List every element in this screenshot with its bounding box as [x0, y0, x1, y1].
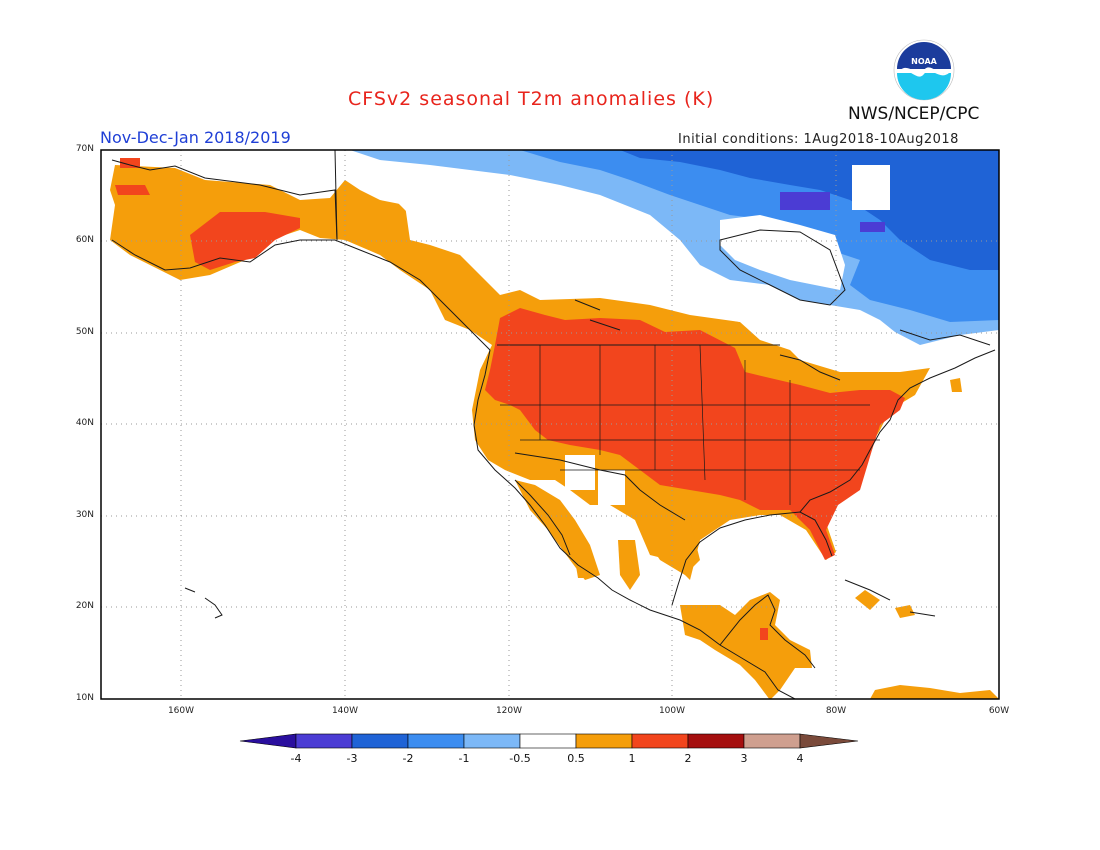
anomaly-field-hot	[115, 158, 905, 640]
lon-label: 160W	[167, 706, 195, 716]
initial-conditions: Initial conditions: 1Aug2018-10Aug2018	[678, 132, 959, 147]
colorbar-label: 2	[684, 752, 692, 765]
lat-label: 40N	[75, 418, 94, 428]
noaa-logo: NOAA	[893, 39, 955, 101]
forecast-period: Nov-Dec-Jan 2018/2019	[100, 128, 291, 147]
colorbar	[239, 733, 859, 749]
lon-label: 120W	[495, 706, 523, 716]
map-frame	[100, 149, 1000, 700]
colorbar-high-arrow	[799, 733, 859, 749]
lat-label: 60N	[75, 235, 94, 245]
state-borders	[500, 344, 880, 505]
colorbar-label: 4	[796, 752, 804, 765]
logo-text: NOAA	[911, 57, 937, 66]
colorbar-label: 3	[740, 752, 748, 765]
colorbar-label: 1	[628, 752, 636, 765]
lat-label: 20N	[75, 601, 94, 611]
lat-label: 30N	[75, 510, 94, 520]
lat-label: 50N	[75, 327, 94, 337]
colorbar-label: -3	[346, 752, 358, 765]
neutral-areas	[350, 165, 890, 505]
chart-title: CFSv2 seasonal T2m anomalies (K)	[348, 88, 715, 110]
colorbar-label: -0.5	[509, 752, 531, 765]
lon-label: 80W	[825, 706, 847, 716]
coastlines	[111, 150, 996, 699]
lon-label: 100W	[658, 706, 686, 716]
colorbar-label: -4	[290, 752, 302, 765]
colorbar-low-arrow	[239, 733, 297, 749]
colorbar-label: -2	[402, 752, 414, 765]
colorbar-label: 0.5	[567, 752, 585, 765]
lon-label: 60W	[988, 706, 1010, 716]
agency-label: NWS/NCEP/CPC	[848, 104, 980, 124]
lat-label: 10N	[75, 693, 94, 703]
colorbar-label: -1	[458, 752, 470, 765]
lon-label: 140W	[331, 706, 359, 716]
lat-label: 70N	[75, 144, 94, 154]
